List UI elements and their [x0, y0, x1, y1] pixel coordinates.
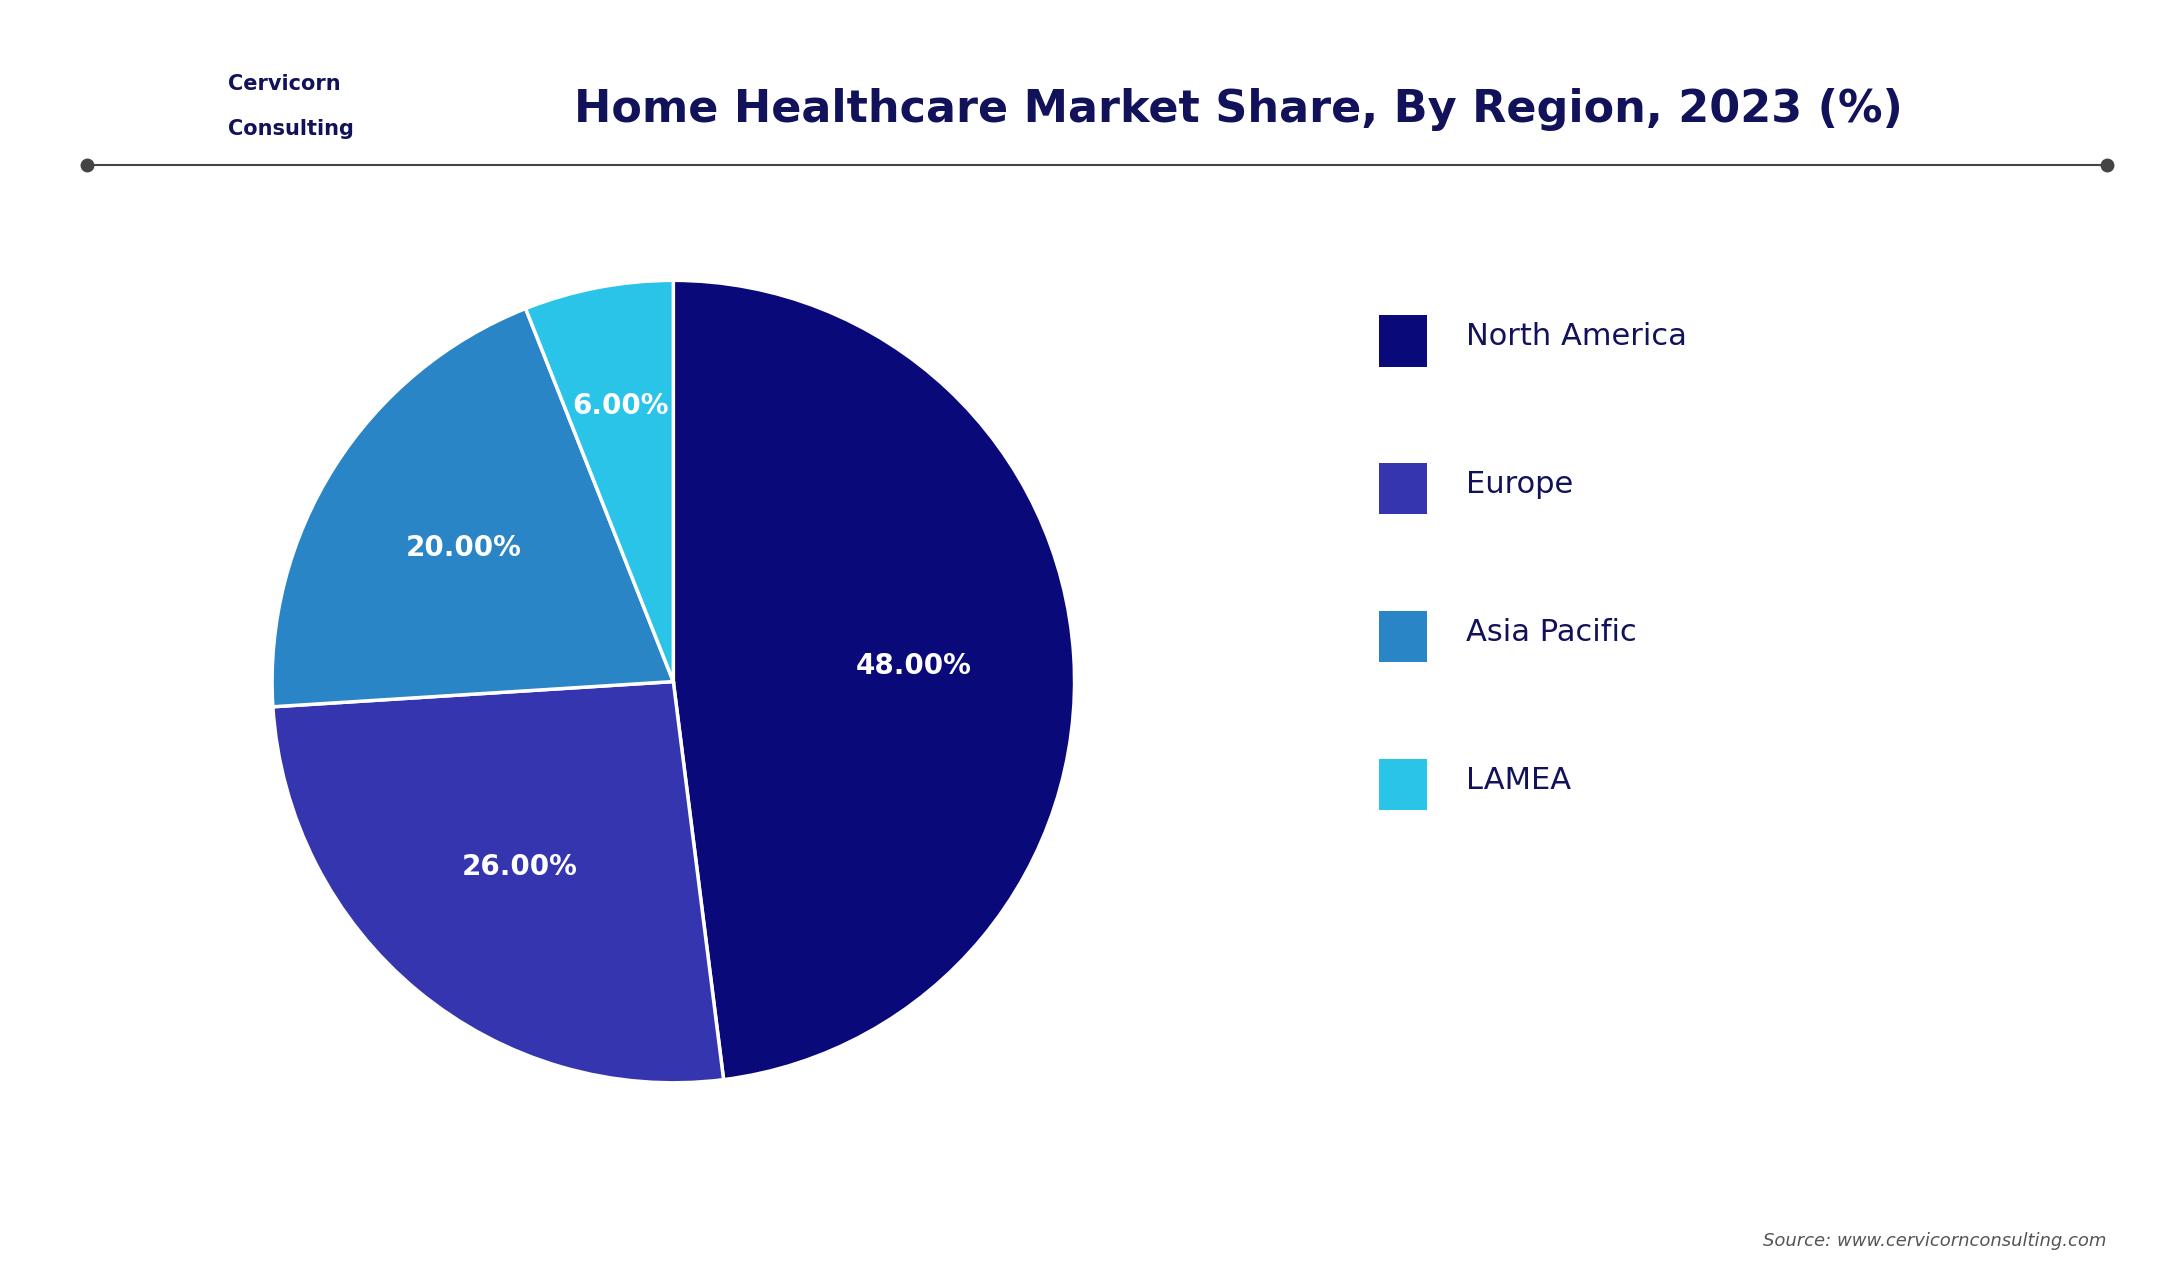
Wedge shape [272, 309, 673, 707]
Text: Europe: Europe [1466, 471, 1573, 499]
Text: 48.00%: 48.00% [856, 652, 971, 680]
Text: Home Healthcare Market Share, By Region, 2023 (%): Home Healthcare Market Share, By Region,… [573, 87, 1903, 131]
Bar [143, 103, 163, 114]
Bar [143, 85, 163, 96]
Text: Cervicorn: Cervicorn [228, 73, 341, 94]
Text: 6.00%: 6.00% [573, 392, 669, 419]
Bar [161, 94, 176, 105]
Text: 26.00%: 26.00% [463, 853, 578, 881]
Text: North America: North America [1466, 323, 1688, 351]
Text: 20.00%: 20.00% [406, 534, 521, 562]
Wedge shape [526, 280, 673, 682]
Wedge shape [274, 682, 723, 1083]
Text: Source: www.cervicornconsulting.com: Source: www.cervicornconsulting.com [1764, 1232, 2107, 1250]
Wedge shape [673, 280, 1075, 1080]
Text: Consulting: Consulting [228, 118, 354, 139]
Text: LAMEA: LAMEA [1466, 766, 1570, 795]
Wedge shape [67, 58, 163, 141]
Text: Asia Pacific: Asia Pacific [1466, 619, 1638, 647]
